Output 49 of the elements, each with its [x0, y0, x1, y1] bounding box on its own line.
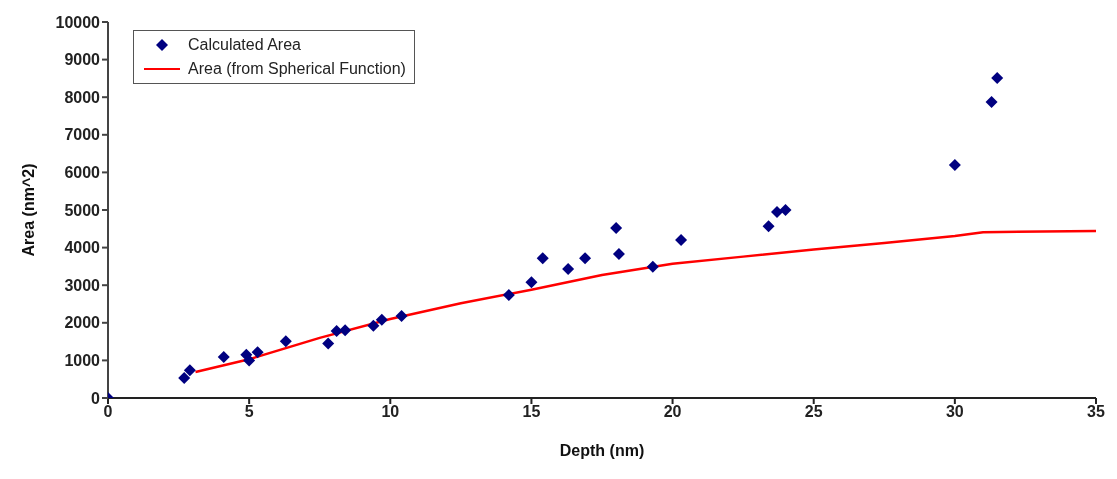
point	[562, 263, 575, 276]
point	[646, 260, 659, 273]
point	[985, 96, 998, 109]
point	[610, 222, 623, 235]
point	[536, 252, 549, 265]
point	[612, 247, 625, 260]
point	[279, 335, 292, 348]
point	[762, 220, 775, 233]
point	[675, 234, 688, 247]
x-tick-label: 5	[244, 403, 254, 421]
point	[525, 276, 538, 289]
y-tick-label: 9000	[64, 51, 101, 69]
y-tick-label: 3000	[64, 276, 101, 294]
x-axis-title: Depth (nm)	[559, 442, 645, 459]
point	[367, 319, 380, 332]
point	[178, 372, 191, 385]
y-tick-label: 7000	[64, 126, 101, 144]
y-tick-label: 6000	[64, 164, 101, 182]
y-tick-label: 5000	[64, 201, 101, 219]
point	[322, 337, 335, 350]
point	[330, 325, 343, 338]
point	[771, 205, 784, 218]
point	[339, 324, 352, 337]
y-tick-label: 0	[91, 389, 101, 407]
point	[779, 204, 792, 216]
point	[251, 346, 264, 359]
point	[948, 158, 961, 171]
point	[579, 252, 592, 265]
x-tick-label: 30	[945, 403, 964, 421]
y-tick-label: 2000	[64, 314, 101, 332]
point	[217, 351, 230, 364]
x-tick-label: 35	[1087, 403, 1105, 421]
x-tick-label: 0	[103, 403, 113, 421]
x-tick-label: 25	[804, 403, 823, 421]
point	[502, 288, 515, 301]
y-tick-label: 4000	[64, 239, 101, 257]
point	[183, 364, 196, 377]
legend-label: Calculated Area	[188, 36, 301, 54]
y-tick-label: 8000	[64, 88, 101, 106]
y-tick-label: 1000	[64, 352, 101, 370]
x-tick-label: 15	[522, 403, 541, 421]
x-tick-label: 20	[663, 403, 682, 421]
x-tick-label: 10	[381, 403, 400, 421]
legend-label: Area (from Spherical Function)	[188, 60, 406, 78]
y-axis-title: Area (nm^2)	[19, 163, 37, 257]
point	[395, 310, 408, 323]
point	[991, 72, 1004, 85]
point	[375, 313, 388, 326]
y-tick-label: 10000	[55, 13, 101, 31]
